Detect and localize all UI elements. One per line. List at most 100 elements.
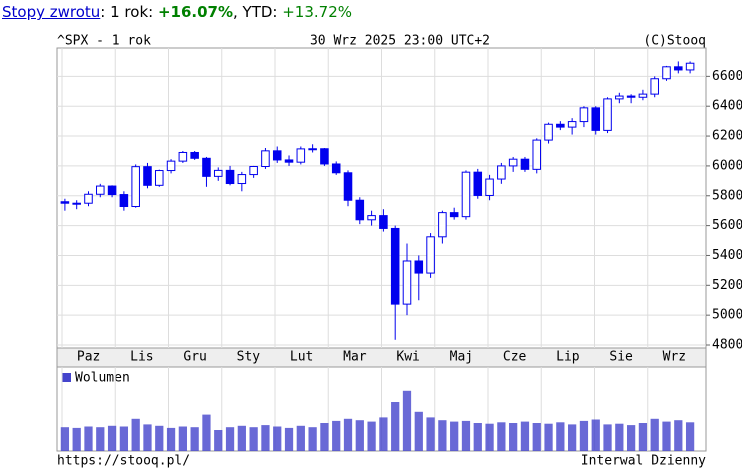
candle-body — [426, 236, 435, 274]
candle-body — [438, 212, 447, 238]
volume-bar — [107, 425, 117, 451]
candle-body — [166, 160, 176, 172]
candle-body — [379, 215, 388, 229]
volume-bar — [296, 425, 305, 451]
candle-body — [414, 260, 424, 274]
source: (C)Stooq — [643, 34, 706, 49]
volume-bar — [84, 426, 93, 451]
footer-right: Interwal Dzienny — [581, 454, 706, 469]
legend-label: Wolumen — [75, 371, 130, 386]
volume-bar — [249, 427, 258, 451]
candle-body — [603, 98, 612, 131]
candle-body — [544, 123, 553, 141]
candle-body — [508, 158, 518, 167]
volume-bar — [509, 423, 518, 451]
candle-body — [343, 172, 353, 201]
volume-bar — [626, 425, 636, 451]
candle-body — [532, 139, 542, 170]
candle-body — [638, 93, 648, 98]
volume-bar — [284, 427, 294, 451]
volume-bar — [237, 425, 246, 451]
volume-bar — [485, 423, 494, 451]
chart-title: ^SPX - 1 rok — [57, 34, 151, 49]
x-tick-label: Paz — [77, 350, 100, 365]
y-tick-label: 6000 — [712, 158, 742, 173]
candle-body — [497, 165, 506, 180]
candle-body — [96, 185, 105, 195]
candle-body — [355, 199, 365, 221]
return: +16.07% — [157, 3, 233, 21]
candle-body — [213, 169, 223, 177]
x-tick-label: Gru — [183, 350, 206, 365]
volume-bar — [379, 417, 388, 451]
returns-link[interactable]: Stopy zwrotu — [2, 3, 101, 21]
candle-body — [520, 158, 530, 170]
volume-bar — [72, 427, 81, 451]
volume-bar — [532, 423, 541, 451]
candle-body — [579, 107, 589, 123]
volume-bar — [332, 420, 341, 451]
volume-bar — [603, 424, 612, 451]
volume-bar — [674, 420, 683, 451]
volume-bar — [60, 427, 70, 451]
volume-bar — [143, 424, 152, 451]
volume-bar — [225, 427, 235, 451]
volume-bar — [367, 421, 376, 451]
candle-body — [60, 201, 70, 204]
candle-body — [225, 169, 235, 185]
volume-bar — [650, 418, 659, 451]
volume-bar — [544, 423, 553, 451]
candle-body — [674, 66, 683, 71]
volume-bar — [261, 425, 270, 451]
candle-body — [178, 151, 188, 162]
candle-body — [650, 78, 659, 95]
volume-bar — [273, 426, 282, 451]
candle-body — [154, 170, 164, 186]
candle-body — [284, 159, 294, 163]
y-tick-label: 5600 — [712, 218, 742, 233]
x-tick-label: Lip — [556, 350, 580, 365]
footer-left: https://stooq.pl/ — [57, 454, 190, 469]
x-tick-label: Cze — [503, 350, 527, 365]
candle-body — [662, 66, 671, 80]
x-tick-label: Kwi — [396, 350, 419, 365]
volume-bar — [497, 422, 506, 451]
volume-bar — [450, 421, 459, 451]
volume-bar — [461, 420, 471, 451]
candle-body — [272, 150, 282, 161]
candle-body — [591, 107, 601, 131]
volume-bar — [685, 422, 695, 451]
volume-bar — [438, 420, 447, 451]
y-tick-label: 6200 — [712, 129, 742, 144]
y-tick-label: 6400 — [712, 99, 742, 114]
volume-bar — [190, 427, 199, 451]
y-tick-label: 5800 — [712, 188, 742, 203]
candle-body — [202, 157, 211, 177]
volume-bar — [615, 423, 624, 451]
candle-body — [72, 202, 81, 205]
volume-bar — [579, 420, 589, 451]
candle-body — [390, 227, 400, 305]
candle-body — [143, 166, 152, 186]
x-tick-label: Maj — [450, 350, 473, 365]
volume-bar — [568, 424, 577, 451]
candle-body — [131, 166, 140, 208]
volume-bar — [166, 427, 176, 451]
candle-body — [119, 194, 129, 208]
volume-bar — [638, 423, 648, 451]
volume-bar — [556, 422, 565, 451]
volume-bar — [96, 427, 105, 451]
chart-subtitle: 30 Wrz 2025 23:00 UTC+2 — [310, 34, 490, 49]
volume-bar — [343, 418, 353, 451]
candle-body — [308, 148, 317, 151]
volume-bar — [662, 421, 671, 451]
volume-bar — [119, 426, 129, 451]
volume-bar — [202, 414, 211, 451]
period: : 1 rok: — [100, 3, 158, 21]
candle-body — [402, 260, 412, 305]
candle-body — [296, 148, 306, 163]
candle-body — [485, 178, 494, 196]
volume-bar — [355, 420, 364, 451]
volume-bar — [178, 426, 187, 451]
